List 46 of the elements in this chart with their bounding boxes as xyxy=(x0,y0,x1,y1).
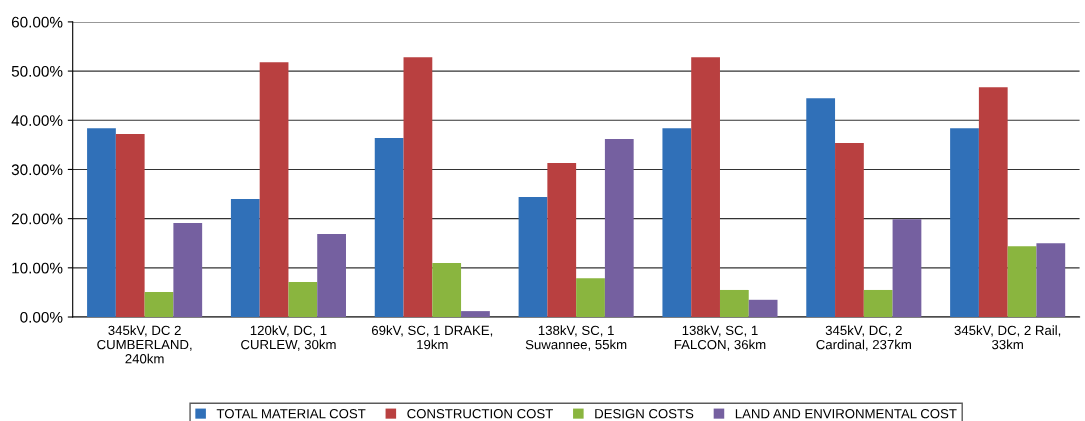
bar xyxy=(1036,243,1066,318)
bar xyxy=(547,163,577,318)
legend-label: CONSTRUCTION COST xyxy=(407,408,553,419)
legend-label: TOTAL MATERIAL COST xyxy=(216,408,366,419)
bar xyxy=(230,198,260,318)
bar xyxy=(374,137,404,318)
x-tick-label: 345kV, DC, 2 Cardinal, 237km xyxy=(816,325,911,351)
y-tick-label: 10.00% xyxy=(12,262,63,274)
bar xyxy=(691,57,720,318)
x-tick-label: 69kV, SC, 1 DRAKE, 19km xyxy=(371,325,493,350)
bar xyxy=(432,262,462,318)
bar xyxy=(978,87,1008,318)
bar xyxy=(604,138,634,318)
y-tick-label: 0.00% xyxy=(20,311,63,323)
x-tick-label: 138kV, SC, 1 FALCON, 36km xyxy=(674,325,766,351)
bar xyxy=(317,233,346,318)
x-tick-label: 120kV, DC, 1 CURLEW, 30km xyxy=(241,325,336,351)
bar xyxy=(835,142,864,318)
bar xyxy=(719,289,749,318)
bar xyxy=(461,311,490,318)
bar xyxy=(518,197,548,318)
y-tick-label: 20.00% xyxy=(11,213,63,225)
bar xyxy=(576,278,605,318)
bar xyxy=(403,57,433,318)
legend-label: LAND AND ENVIRONMENTAL COST xyxy=(735,408,957,419)
x-tick-label: 345kV, DC, 2 Rail, 33km xyxy=(954,325,1061,350)
bar xyxy=(950,128,979,318)
bar xyxy=(259,62,289,318)
x-tick-label: 345kV, DC 2 CUMBERLAND, 240km xyxy=(97,325,192,364)
y-tick-label: 50.00% xyxy=(11,65,63,77)
bar xyxy=(892,219,922,318)
bar xyxy=(863,289,893,318)
legend-label: DESIGN COSTS xyxy=(595,408,694,419)
bar xyxy=(144,291,174,318)
bar xyxy=(288,282,318,318)
x-tick-label: 138kV, SC, 1 Suwannee, 55km xyxy=(525,325,627,351)
y-tick-label: 30.00% xyxy=(11,164,63,176)
y-tick-label: 40.00% xyxy=(11,115,63,126)
bar xyxy=(1007,246,1037,318)
bar xyxy=(748,299,778,318)
bar xyxy=(87,128,116,318)
y-tick-label: 60.00% xyxy=(11,16,63,28)
bar xyxy=(173,223,203,318)
bar xyxy=(662,128,692,318)
bar xyxy=(115,134,145,318)
bar xyxy=(806,98,836,318)
